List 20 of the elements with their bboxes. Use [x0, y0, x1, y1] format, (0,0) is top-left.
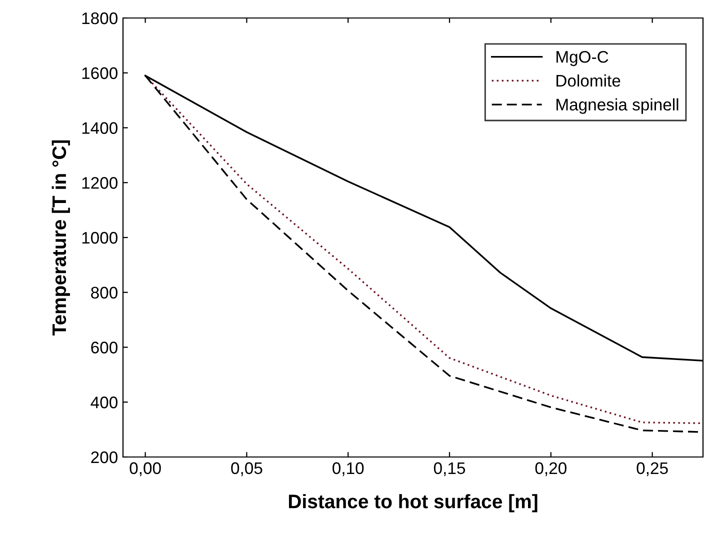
y-tick-label: 1000: [82, 232, 118, 244]
x-tick-label: 0,25: [636, 462, 668, 476]
y-tick-label: 1400: [82, 122, 118, 134]
x-tick-label: 0,00: [130, 462, 161, 476]
x-tick-label: 0,20: [535, 462, 566, 476]
y-tick-label: 800: [91, 286, 118, 299]
legend-label: Dolomite: [556, 74, 620, 87]
legend-label: Magnesia spinell: [556, 98, 678, 114]
x-tick-label: 0,15: [434, 462, 466, 476]
y-tick-label: 600: [91, 342, 118, 354]
x-tick-label: 0,10: [332, 462, 364, 476]
y-tick-label: 1800: [82, 12, 118, 24]
x-axis-title: Distance to hot surface [m]: [288, 494, 538, 512]
y-tick-label: 400: [90, 396, 118, 408]
y-axis-title: Temperature [T in °C]: [52, 140, 70, 336]
x-tick-label: 0,05: [231, 462, 262, 476]
y-tick-label: 1600: [82, 67, 118, 80]
y-tick-label: 1200: [82, 177, 118, 189]
legend-label: MgO-C: [556, 51, 608, 66]
y-tick-label: 200: [91, 451, 118, 464]
